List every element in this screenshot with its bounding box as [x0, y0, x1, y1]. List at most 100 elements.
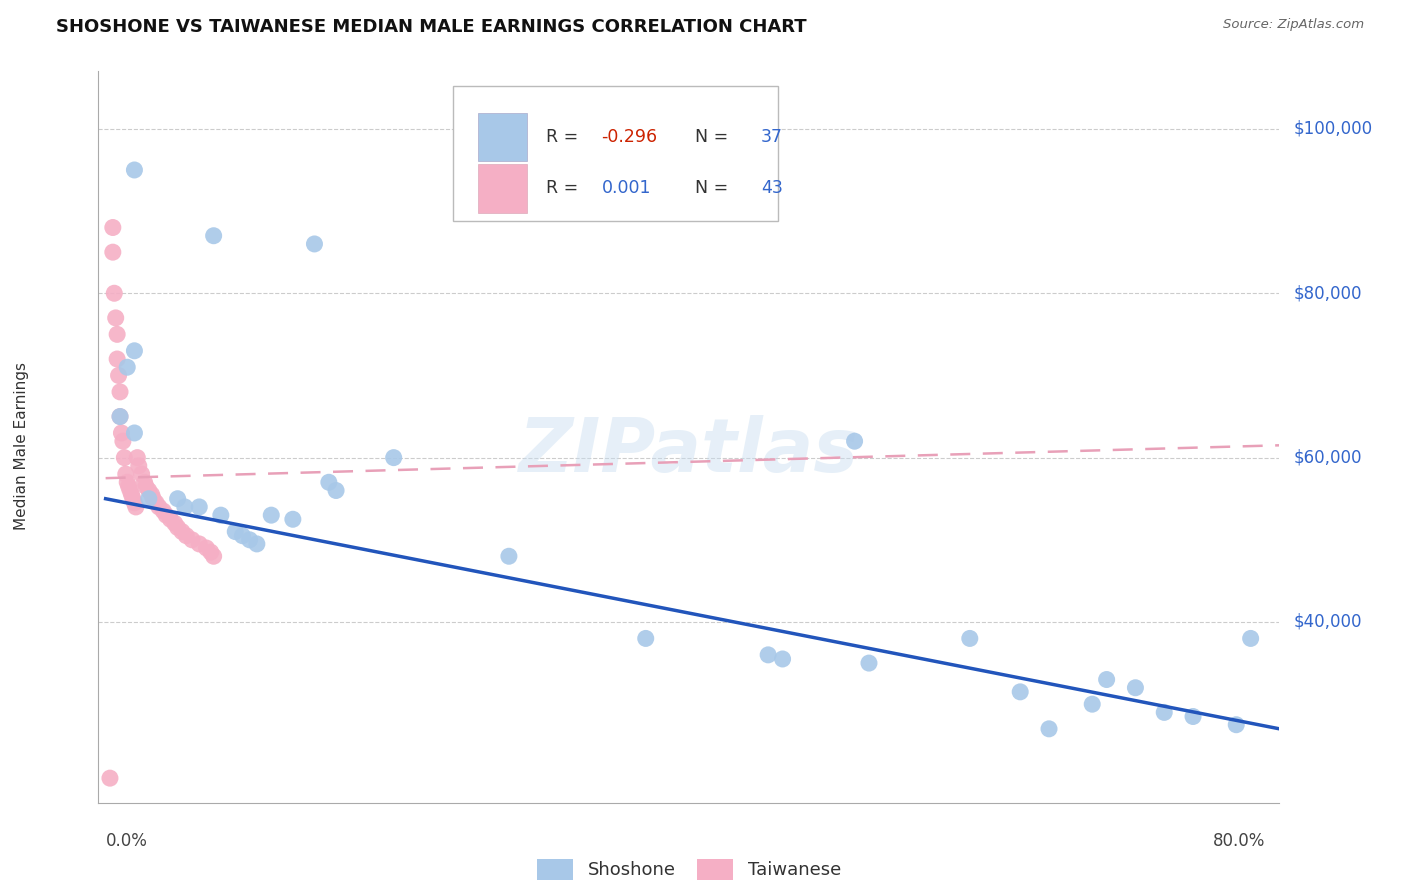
Point — [224, 524, 246, 539]
Text: 43: 43 — [761, 179, 783, 197]
Point — [135, 479, 157, 493]
Point — [101, 245, 124, 260]
FancyBboxPatch shape — [478, 113, 527, 161]
Text: N =: N = — [685, 179, 734, 197]
Point — [174, 529, 197, 543]
Point — [115, 360, 138, 375]
Point — [239, 533, 262, 547]
Point — [281, 512, 304, 526]
Point — [1240, 632, 1263, 646]
Point — [104, 310, 127, 325]
Point — [124, 343, 146, 358]
Text: Median Male Earnings: Median Male Earnings — [14, 362, 28, 530]
Point — [120, 483, 142, 498]
Text: $60,000: $60,000 — [1294, 449, 1362, 467]
Point — [121, 487, 143, 501]
Point — [202, 228, 225, 243]
Point — [107, 368, 129, 383]
Point — [1125, 681, 1147, 695]
Point — [246, 537, 269, 551]
Point — [138, 483, 160, 498]
Point — [152, 504, 174, 518]
Text: $100,000: $100,000 — [1294, 120, 1372, 138]
Point — [1153, 706, 1175, 720]
Text: ZIPatlas: ZIPatlas — [519, 415, 859, 488]
Point — [105, 327, 128, 342]
Point — [125, 500, 148, 514]
Point — [124, 163, 146, 178]
Point — [155, 508, 177, 523]
Point — [166, 491, 188, 506]
Point — [1225, 717, 1247, 731]
Point — [145, 496, 167, 510]
Text: 0.001: 0.001 — [602, 179, 651, 197]
Point — [844, 434, 866, 449]
Point — [173, 500, 195, 514]
Point — [1081, 697, 1104, 711]
Point — [103, 286, 125, 301]
Point — [181, 533, 204, 547]
Point — [124, 425, 146, 440]
Point — [260, 508, 283, 523]
Point — [772, 652, 794, 666]
Point — [1182, 709, 1205, 723]
Point — [118, 479, 141, 493]
Text: 37: 37 — [761, 128, 783, 146]
Point — [170, 524, 193, 539]
Text: R =: R = — [546, 128, 583, 146]
Text: Source: ZipAtlas.com: Source: ZipAtlas.com — [1223, 18, 1364, 31]
Point — [114, 467, 136, 481]
Legend: Shoshone, Taiwanese: Shoshone, Taiwanese — [530, 852, 848, 887]
FancyBboxPatch shape — [478, 164, 527, 212]
Point — [858, 656, 880, 670]
Point — [188, 537, 211, 551]
Point — [101, 220, 124, 235]
Point — [148, 500, 170, 514]
Point — [134, 475, 156, 490]
Text: R =: R = — [546, 179, 583, 197]
Point — [98, 771, 121, 785]
Point — [231, 529, 253, 543]
Point — [115, 475, 138, 490]
Point — [498, 549, 520, 564]
Point — [138, 491, 160, 506]
Point — [127, 450, 149, 465]
Point — [202, 549, 225, 564]
Point — [1010, 685, 1032, 699]
Text: $80,000: $80,000 — [1294, 285, 1362, 302]
Text: SHOSHONE VS TAIWANESE MEDIAN MALE EARNINGS CORRELATION CHART: SHOSHONE VS TAIWANESE MEDIAN MALE EARNIN… — [56, 18, 807, 36]
Text: N =: N = — [685, 128, 734, 146]
Point — [112, 450, 135, 465]
Point — [128, 458, 150, 473]
Point — [1038, 722, 1060, 736]
Point — [634, 632, 657, 646]
Point — [382, 450, 405, 465]
Point — [105, 351, 128, 366]
Text: $40,000: $40,000 — [1294, 613, 1362, 631]
Point — [325, 483, 347, 498]
Point — [195, 541, 218, 555]
Point — [188, 500, 211, 514]
Point — [110, 425, 132, 440]
Text: 0.0%: 0.0% — [105, 831, 148, 849]
Text: 80.0%: 80.0% — [1213, 831, 1265, 849]
Point — [304, 236, 326, 251]
Point — [200, 545, 222, 559]
Point — [108, 409, 131, 424]
Point — [124, 496, 146, 510]
Point — [163, 516, 186, 531]
Point — [131, 467, 153, 481]
FancyBboxPatch shape — [453, 86, 778, 221]
Point — [108, 409, 131, 424]
Point — [959, 632, 981, 646]
Point — [166, 520, 188, 534]
Point — [108, 384, 131, 399]
Point — [209, 508, 232, 523]
Point — [111, 434, 134, 449]
Point — [318, 475, 340, 490]
Point — [142, 491, 165, 506]
Point — [1095, 673, 1118, 687]
Point — [122, 491, 145, 506]
Point — [756, 648, 779, 662]
Point — [141, 487, 163, 501]
